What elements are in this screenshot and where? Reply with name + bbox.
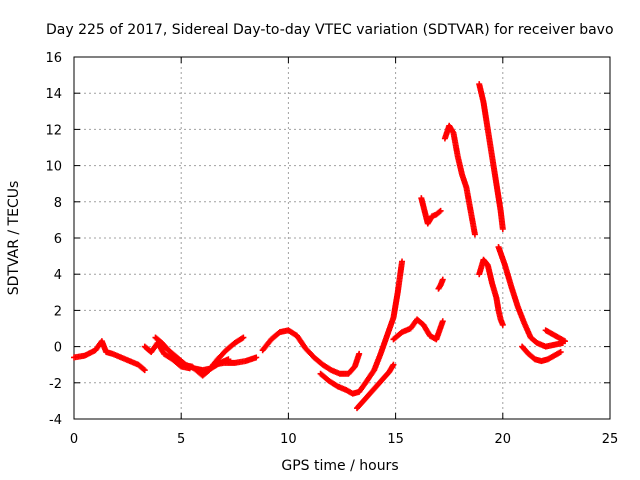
x-tick-label: 5	[177, 432, 185, 447]
y-axis-title: SDTVAR / TECUs	[6, 181, 22, 296]
series-arc-12	[441, 122, 478, 238]
y-tick-label: 12	[45, 123, 62, 138]
y-tick-label: -4	[49, 413, 62, 428]
grid	[74, 57, 610, 419]
x-tick-label: 10	[280, 432, 297, 447]
series-arc-16	[519, 343, 564, 365]
series-arc-8	[354, 361, 397, 412]
y-tick-label: 4	[54, 268, 62, 283]
series-arc-17	[542, 327, 568, 345]
y-tick-label: 16	[45, 51, 62, 66]
x-tick-label: 20	[495, 432, 512, 447]
series-arc-14	[476, 81, 506, 232]
data-marks	[71, 81, 568, 412]
y-tick-label: -2	[49, 377, 62, 392]
x-tick-label: 25	[602, 432, 619, 447]
y-tick-label: 14	[45, 87, 62, 102]
series-arc-6	[259, 327, 363, 377]
x-tick-label: 15	[387, 432, 404, 447]
y-tick-label: 8	[54, 196, 62, 211]
y-tick-label: 6	[54, 232, 62, 247]
x-tick-label: 0	[70, 432, 78, 447]
x-axis-title: GPS time / hours	[281, 458, 398, 474]
series-arc-15	[495, 244, 566, 350]
y-tick-label: 10	[45, 160, 62, 175]
axis-ticks: 0 5 10 15 20 25 -4 -2 0 2 4 6 8 10 12 14 16	[45, 51, 618, 447]
series-arc-13	[476, 256, 506, 328]
series-arc-1	[71, 338, 148, 374]
series-arc-7	[317, 258, 406, 397]
series-arc-4	[178, 334, 247, 379]
y-tick-label: 0	[54, 341, 62, 356]
series-arc-5	[210, 354, 260, 368]
y-tick-label: 2	[54, 304, 62, 319]
series-arc-11	[435, 276, 446, 292]
series-arc-9	[390, 316, 446, 343]
chart-title: Day 225 of 2017, Sidereal Day-to-day VTE…	[46, 22, 614, 38]
series-arc-10	[418, 195, 444, 227]
